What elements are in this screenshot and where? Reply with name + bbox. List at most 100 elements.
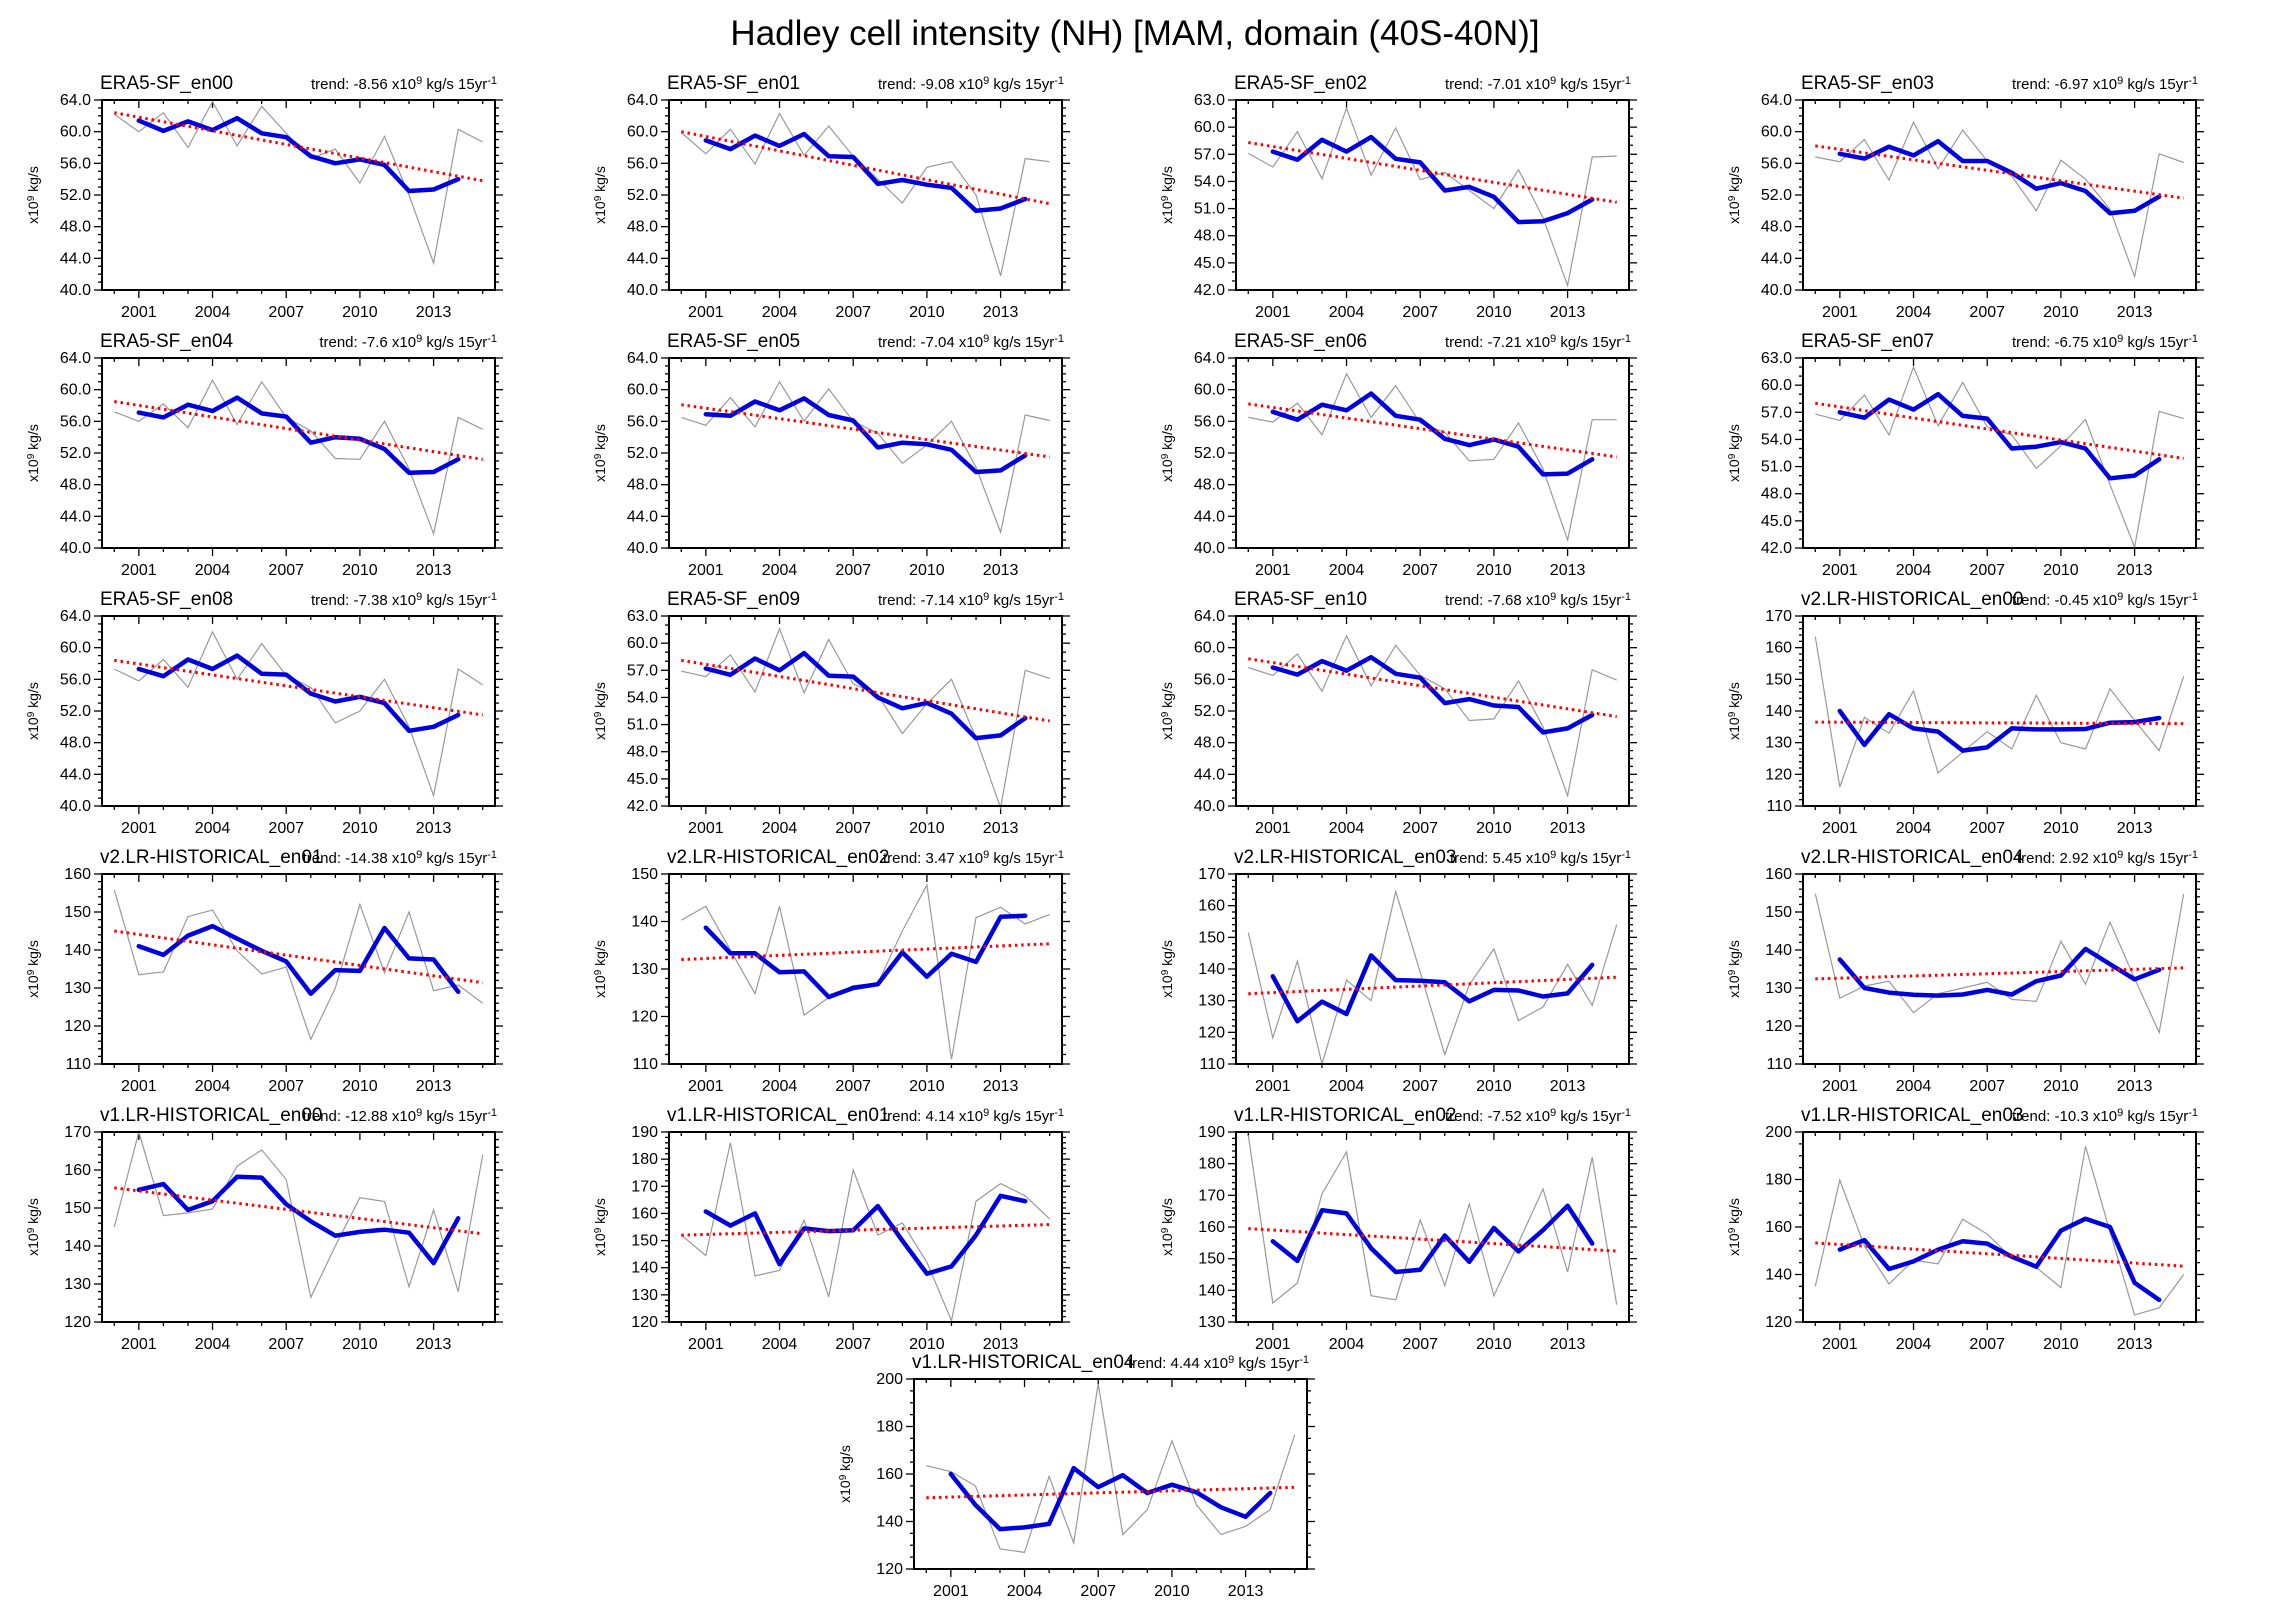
y-tick-label: 44.0: [60, 766, 91, 783]
axis-ticks: [94, 357, 503, 556]
x-tick-label: 2004: [762, 1078, 798, 1095]
trend-label: trend: 4.14 x109 kg/s 15yr-1: [883, 1107, 1064, 1125]
x-tick-label: 2001: [121, 304, 157, 321]
panel-title: ERA5-SF_en10: [1234, 589, 1367, 610]
y-tick-label: 64.0: [1761, 92, 1792, 109]
y-tick-label: 150: [1198, 929, 1225, 946]
y-tick-label: 52.0: [1761, 187, 1792, 204]
y-tick-label: 130: [631, 961, 658, 978]
trend-line: [1815, 1241, 2184, 1268]
y-axis-label: x109 kg/s: [1726, 682, 1742, 740]
y-tick-label: 48.0: [60, 219, 91, 236]
x-tick-label: 2001: [121, 820, 157, 837]
x-tick-label: 2007: [1969, 304, 2005, 321]
trend-line: [681, 1223, 1050, 1237]
chart-panel: v1.LR-HISTORICAL_en03 trend: -10.3 x109 k…: [1703, 1102, 2248, 1354]
y-tick-label: 56.0: [60, 155, 91, 172]
smooth-series-line: [136, 923, 461, 996]
y-tick-label: 140: [64, 942, 91, 959]
x-tick-label: 2001: [688, 562, 724, 579]
plot-frame: [1802, 99, 2197, 291]
plot-frame: [1235, 99, 1630, 291]
y-tick-label: 51.0: [627, 717, 658, 734]
trend-line: [681, 658, 1050, 723]
raw-series-line: [113, 100, 483, 266]
x-tick-label: 2010: [1476, 820, 1512, 837]
trend-line: [114, 658, 483, 717]
y-tick-label: 110: [1199, 1056, 1225, 1073]
x-tick-label: 2004: [762, 820, 798, 837]
trend-label: trend: -8.56 x109 kg/s 15yr-1: [311, 75, 497, 93]
chart-panel: ERA5-SF_en06 trend: -7.21 x109 kg/s 15yr-…: [1136, 328, 1681, 580]
y-tick-label: 56.0: [1761, 155, 1792, 172]
y-tick-label: 40.0: [1194, 798, 1225, 815]
y-tick-label: 45.0: [1194, 255, 1225, 272]
raw-series-line: [1247, 889, 1618, 1067]
y-tick-label: 42.0: [1194, 282, 1225, 299]
trend-line: [1815, 401, 2184, 460]
x-tick-label: 2007: [1080, 1583, 1116, 1600]
x-tick-label: 2013: [416, 820, 452, 837]
y-tick-label: 52.0: [60, 187, 91, 204]
y-axis-label: x109 kg/s: [592, 682, 608, 740]
chart-canvas: ERA5-SF_en03 trend: -6.97 x109 kg/s 15yr-…: [1726, 73, 2204, 321]
y-tick-label: 120: [1765, 1314, 1792, 1331]
y-axis-label: x109 kg/s: [837, 1445, 853, 1503]
y-axis-label: x109 kg/s: [25, 940, 41, 998]
y-tick-label: 140: [1765, 703, 1792, 720]
y-tick-label: 60.0: [1194, 119, 1225, 136]
x-tick-label: 2004: [1896, 1336, 1932, 1353]
trend-label: trend: 4.44 x109 kg/s 15yr-1: [1128, 1354, 1309, 1372]
y-axis-label: x109 kg/s: [1159, 424, 1175, 482]
panel-title: v1.LR-HISTORICAL_en02: [1234, 1105, 1456, 1126]
y-tick-label: 48.0: [627, 477, 658, 494]
plot-frame: [101, 357, 496, 549]
y-tick-label: 160: [64, 866, 91, 883]
y-tick-label: 120: [631, 1314, 658, 1331]
x-tick-label: 2007: [1402, 304, 1438, 321]
y-tick-label: 150: [1198, 1251, 1225, 1268]
y-tick-label: 64.0: [60, 350, 91, 367]
axis-ticks: [1228, 615, 1637, 814]
panel-title: v1.LR-HISTORICAL_en04: [912, 1352, 1135, 1373]
plot-frame: [101, 1131, 496, 1323]
x-tick-label: 2013: [416, 1336, 452, 1353]
raw-series-line: [1247, 1135, 1618, 1305]
y-tick-label: 57.0: [627, 662, 658, 679]
trend-line: [1248, 141, 1617, 204]
y-tick-label: 52.0: [1194, 703, 1225, 720]
x-tick-label: 2007: [268, 562, 304, 579]
y-tick-label: 180: [876, 1419, 903, 1436]
trend-label: trend: 5.45 x109 kg/s 15yr-1: [1450, 849, 1631, 867]
x-tick-label: 2001: [121, 1078, 157, 1095]
x-tick-label: 2004: [195, 1336, 231, 1353]
trend-label: trend: -9.08 x109 kg/s 15yr-1: [878, 75, 1064, 93]
y-tick-label: 48.0: [60, 477, 91, 494]
x-tick-label: 2007: [1402, 562, 1438, 579]
x-tick-label: 2010: [909, 820, 945, 837]
x-tick-label: 2004: [1896, 820, 1932, 837]
x-tick-label: 2004: [195, 820, 231, 837]
panel-title: ERA5-SF_en09: [667, 589, 800, 610]
panel-title: ERA5-SF_en06: [1234, 331, 1367, 352]
y-tick-label: 120: [64, 1018, 91, 1035]
x-tick-label: 2013: [983, 1336, 1019, 1353]
trend-label: trend: 3.47 x109 kg/s 15yr-1: [883, 849, 1064, 867]
panel-title: ERA5-SF_en04: [100, 331, 234, 352]
trend-label: trend: -7.14 x109 kg/s 15yr-1: [878, 591, 1064, 609]
smooth-series-line: [1837, 1216, 2162, 1303]
trend-label: trend: -7.38 x109 kg/s 15yr-1: [311, 591, 497, 609]
smooth-series-line: [1837, 708, 2162, 753]
panel-title: ERA5-SF_en01: [667, 73, 800, 94]
y-tick-label: 42.0: [627, 798, 658, 815]
axis-ticks: [94, 1131, 503, 1330]
y-tick-label: 48.0: [1194, 477, 1225, 494]
plot-frame: [1235, 615, 1630, 807]
y-tick-label: 48.0: [1194, 228, 1225, 245]
x-tick-label: 2004: [762, 304, 798, 321]
axis-ticks: [1228, 873, 1637, 1072]
x-tick-label: 2010: [2043, 562, 2079, 579]
x-tick-label: 2001: [688, 820, 724, 837]
